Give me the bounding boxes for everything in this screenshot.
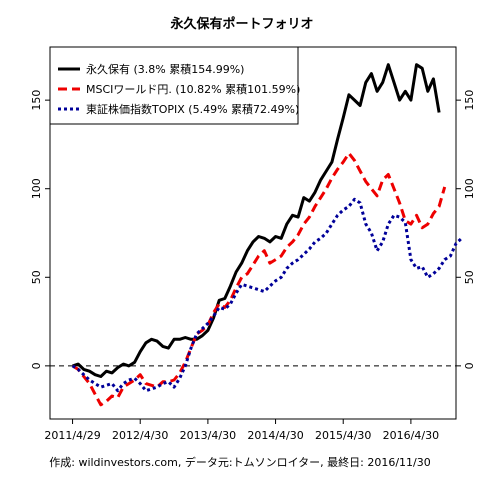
x-tick-label: 2012/4/30 <box>112 429 168 442</box>
series-line-1 <box>72 63 441 378</box>
y-tick-label-left: 0 <box>30 362 43 369</box>
y-tick-label-left: 150 <box>30 90 43 111</box>
y-tick-label-left: 100 <box>30 178 43 199</box>
legend-label-1: 永久保有 (3.8% 累積154.99%) <box>86 62 244 76</box>
axes: 0 0 50 50 100 100 150 150 2011/4/29 2012/4/30 2013… <box>30 90 476 442</box>
y-tick-label-right: 150 <box>463 90 476 111</box>
y-tick-label-right: 50 <box>463 270 476 284</box>
x-tick-label: 2013/4/30 <box>180 429 236 442</box>
legend-box <box>49 46 299 125</box>
series-line-2 <box>71 151 447 407</box>
chart-title: 永久保有ポートフォリオ <box>169 16 313 32</box>
series-line-3 <box>71 197 463 393</box>
series-lines <box>71 63 463 407</box>
x-tick-label: 2015/4/30 <box>315 429 371 442</box>
x-tick-label: 2011/4/29 <box>44 429 100 442</box>
y-tick-label-right: 0 <box>463 362 476 369</box>
y-tick-label-right: 100 <box>463 178 476 199</box>
legend: 永久保有 (3.8% 累積154.99%) MSCIワールド円. (10.82% … <box>49 46 300 125</box>
y-tick-label-left: 50 <box>30 270 43 284</box>
legend-label-2: MSCIワールド円. (10.82% 累積101.59%) <box>86 82 300 96</box>
x-tick-label: 2014/4/30 <box>247 429 303 442</box>
legend-label-3: 東証株価指数TOPIX (5.49% 累積72.49%) <box>86 102 299 116</box>
x-tick-label: 2016/4/30 <box>383 429 439 442</box>
chart-footer: 作成: wildinvestors.com, データ元:トムソンロイター, 最終… <box>49 455 430 469</box>
